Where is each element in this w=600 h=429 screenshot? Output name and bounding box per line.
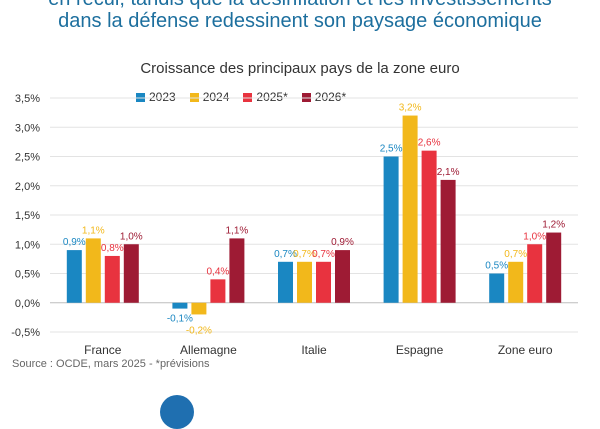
data-label: 0,4% (207, 266, 230, 277)
headline-line-2: dans la défense redessinent son paysage … (58, 10, 542, 32)
bar-2025-italie (316, 261, 331, 303)
legend-item: 2025* (243, 90, 288, 104)
y-tick-label: -0,5% (11, 327, 40, 339)
bar-2023-italie (278, 261, 293, 303)
data-label: 3,2% (399, 103, 422, 114)
chart-legend: 2023 2024 2025* 2026* (136, 90, 346, 104)
data-label: 1,0% (120, 231, 143, 242)
bar-2023-france (66, 250, 82, 303)
legend-swatch (243, 92, 253, 102)
data-label: 0,7% (293, 249, 316, 260)
bar-2023-zone-euro (489, 273, 505, 303)
y-tick-label: 1,0% (15, 239, 40, 251)
data-label: 0,9% (331, 237, 354, 248)
bar-2025-zone-euro (527, 244, 543, 303)
y-tick-label: 2,0% (15, 181, 40, 193)
data-label: 0,8% (101, 243, 124, 254)
bar-2023-espagne (383, 156, 399, 303)
bar-2024-allemagne (191, 302, 207, 315)
bar-2024-italie (297, 261, 312, 303)
legend-item: 2026* (301, 90, 347, 104)
chart-title: Croissance des principaux pays de la zon… (140, 60, 460, 77)
bar-2023-allemagne (172, 302, 188, 309)
legend-item: 2024 (189, 90, 230, 104)
bar-2025-allemagne (210, 279, 226, 303)
data-label: 1,0% (523, 231, 546, 242)
bar-2026-france (123, 244, 139, 303)
legend-swatch (301, 92, 311, 102)
x-category-label: Zone euro (498, 343, 553, 357)
article-headline: en recul, tandis que la désinflation et … (0, 0, 600, 32)
bar-2024-france (85, 238, 101, 303)
bar-chart: -0,5% 0,0% 0,5% 1,0% 1,5% 2,0% 2,5% 3,0% 3,5% 0,9… (11, 93, 578, 357)
data-label: 0,7% (312, 249, 335, 260)
y-tick-label: 3,5% (15, 93, 40, 105)
data-label: 1,1% (82, 225, 105, 236)
data-label: -0,1% (167, 314, 193, 325)
data-label: -0,2% (186, 325, 212, 336)
bar-2025-espagne (421, 150, 437, 303)
bar-2024-espagne (402, 115, 418, 303)
bar-2024-zone-euro (508, 261, 524, 303)
data-label: 2,6% (418, 138, 441, 149)
data-label: 2,5% (380, 144, 403, 155)
bar-2026-allemagne (229, 238, 245, 303)
y-tick-label: 1,5% (15, 210, 40, 222)
x-category-label: Allemagne (180, 343, 237, 357)
data-label: 0,9% (63, 237, 86, 248)
bar-2026-zone-euro (546, 232, 562, 303)
source-note: Source : OCDE, mars 2025 - *prévisions (12, 358, 210, 370)
headline-line-1: en recul, tandis que la désinflation et … (0, 0, 600, 10)
bar-2026-espagne (440, 179, 456, 303)
data-label: 0,5% (485, 261, 508, 272)
legend-item: 2023 (136, 90, 176, 104)
x-category-label: Espagne (396, 343, 444, 357)
y-tick-label: 0,5% (15, 269, 40, 281)
legend-swatch (136, 92, 145, 102)
data-label: 1,2% (542, 220, 565, 231)
y-tick-label: 2,5% (15, 152, 40, 164)
legend-swatch (189, 92, 199, 102)
bar-2025-france (104, 255, 120, 303)
x-category-label: France (84, 343, 122, 357)
y-tick-label: 3,0% (15, 122, 40, 134)
data-label: 1,1% (226, 225, 249, 236)
legend-label: 2024 (202, 90, 230, 104)
y-tick-label: 0,0% (15, 298, 40, 310)
data-label: 0,7% (504, 249, 527, 260)
legend-label: 2023 (149, 90, 176, 104)
data-label: 0,7% (274, 249, 297, 260)
x-category-label: Italie (301, 343, 327, 357)
logo-circle (160, 395, 194, 429)
legend-label: 2026* (314, 90, 347, 104)
data-label: 2,1% (437, 167, 460, 178)
legend-label: 2025* (256, 90, 288, 104)
bar-2026-italie (335, 250, 350, 303)
